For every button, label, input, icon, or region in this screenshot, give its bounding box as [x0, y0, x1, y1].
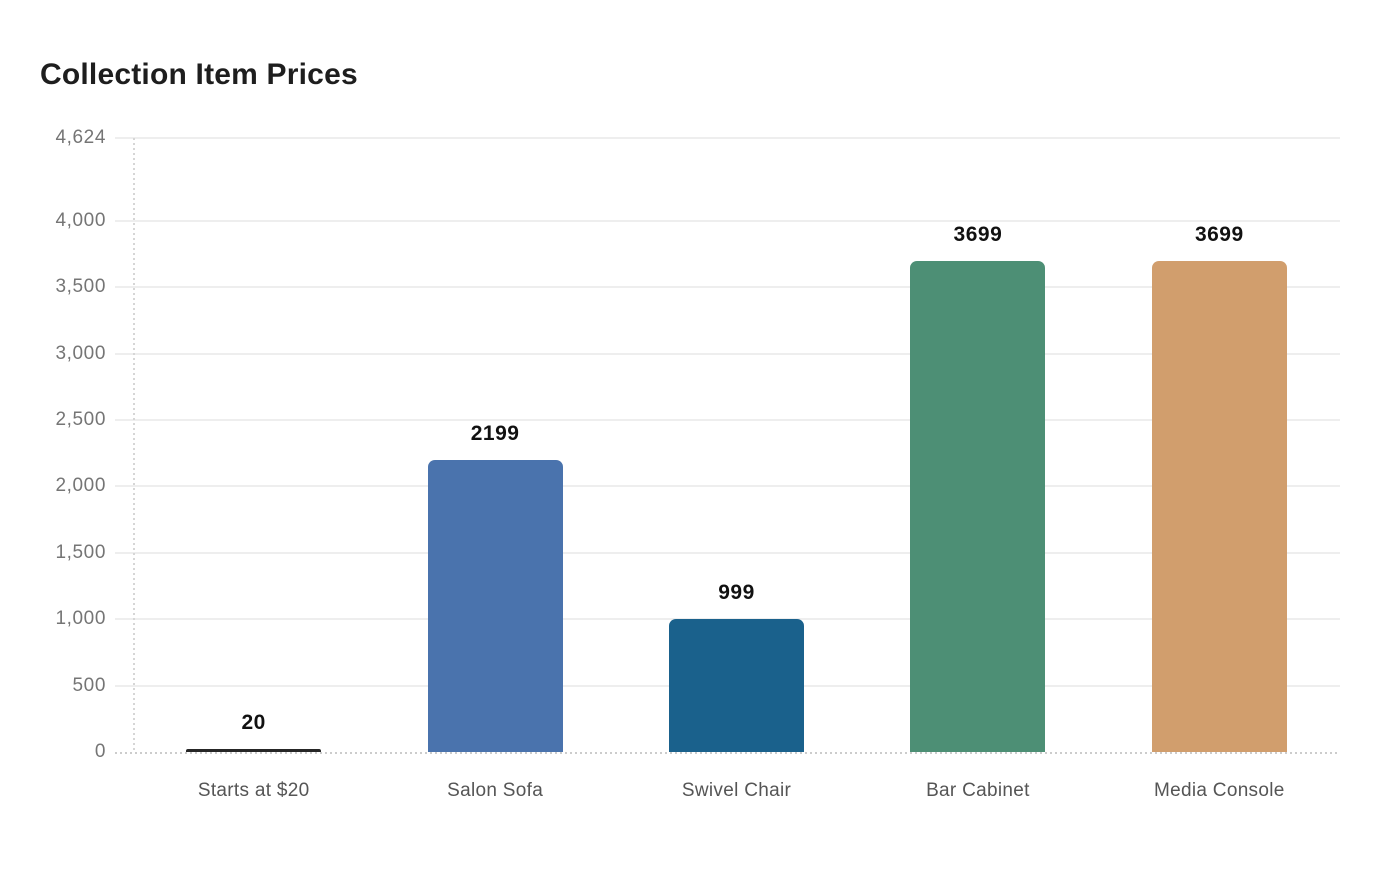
bar-value-label: 999: [718, 581, 755, 604]
bar-swivel-chair[interactable]: [669, 619, 804, 752]
gridline-2000: [115, 485, 1340, 488]
bar-bar-cabinet[interactable]: [910, 261, 1046, 752]
y-tick-label: 2,500: [55, 409, 106, 431]
y-tick-label: 3,500: [55, 276, 106, 298]
bar-starts-at-20[interactable]: [186, 749, 322, 752]
x-category-label: Swivel Chair: [681, 780, 792, 801]
x-category-label: Starts at $20: [197, 780, 310, 801]
x-axis-category-row: Starts at $20 Salon Sofa Swivel Chair Bar C…: [133, 780, 1340, 806]
gridline-3000: [115, 352, 1340, 355]
gridline-2500: [115, 419, 1340, 422]
x-category-label: Media Console: [1153, 780, 1285, 801]
x-category-label: Bar Cabinet: [926, 780, 1030, 801]
y-tick-label: 2,000: [55, 475, 106, 497]
bar-value-label: 20: [241, 711, 266, 734]
y-tick-label: 500: [72, 674, 106, 696]
y-axis-line: [133, 138, 135, 752]
gridline-1500: [115, 551, 1340, 554]
y-tick-label: 0: [94, 741, 106, 762]
y-tick-label: 1,500: [55, 541, 106, 563]
y-tick-label: 4,624: [55, 127, 106, 148]
bar-salon-sofa[interactable]: [427, 460, 563, 752]
y-tick-label: 1,000: [55, 608, 106, 630]
bar-media-console[interactable]: [1151, 261, 1287, 752]
chart-title: Collection Item Prices: [40, 58, 358, 91]
x-category-label: Salon Sofa: [447, 780, 544, 801]
y-tick-label: 3,000: [55, 342, 106, 364]
gridline-4000: [115, 219, 1340, 222]
bar-value-label: 3699: [1194, 223, 1244, 246]
x-axis-line: [115, 752, 1340, 754]
bar-value-label: 2199: [470, 422, 520, 445]
y-tick-label: 4,000: [55, 209, 106, 231]
gridline-4624: [115, 137, 1340, 139]
bar-value-label: 3699: [953, 223, 1003, 246]
plot-area: 4,624 4,000 3,500 3,000 2,500 2,000 1,500 1,000…: [55, 127, 1340, 762]
gridline-3500: [115, 286, 1340, 289]
